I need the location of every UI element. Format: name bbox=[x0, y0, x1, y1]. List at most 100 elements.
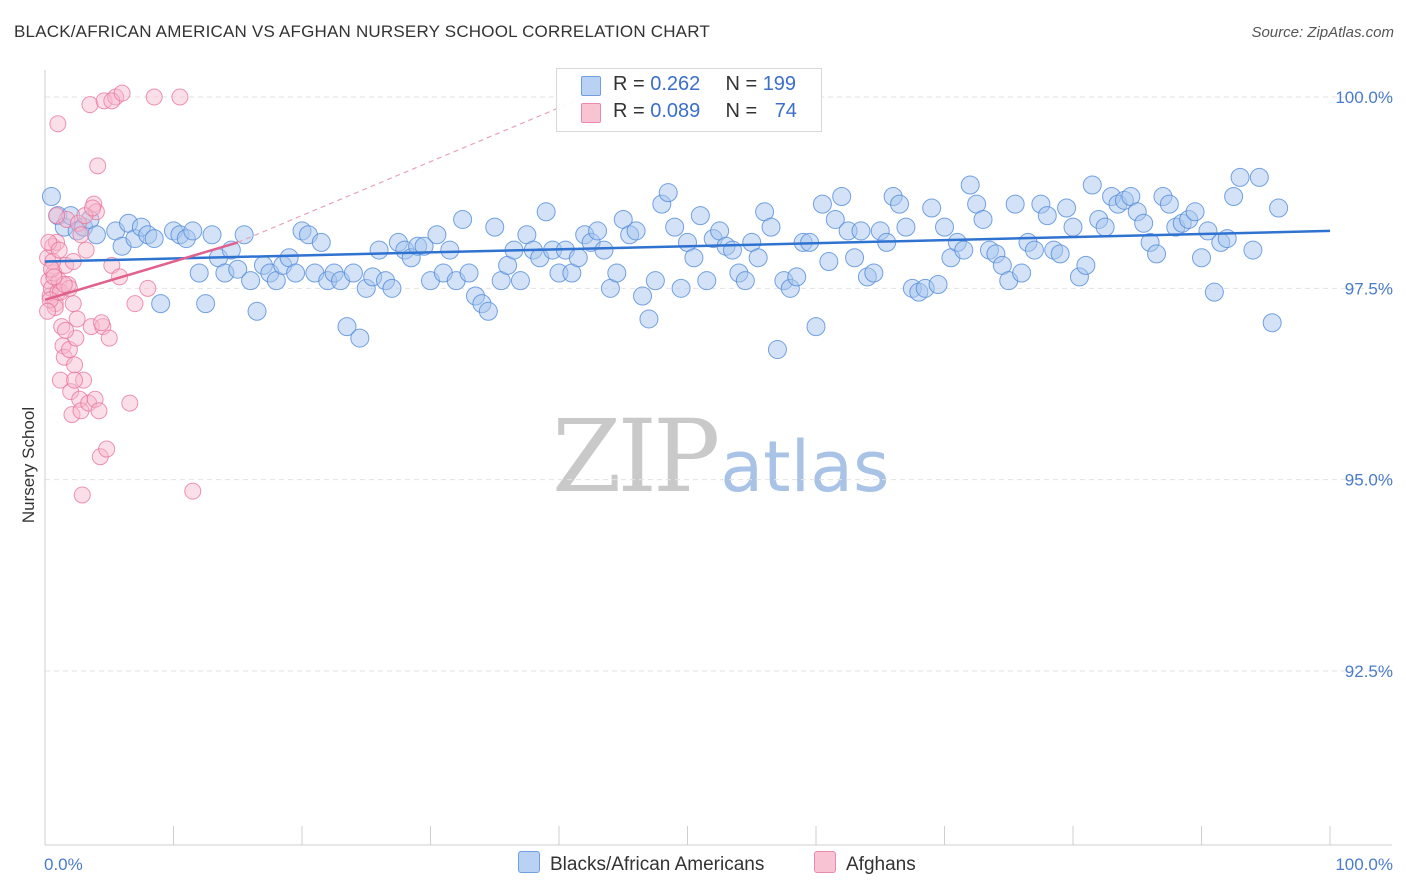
data-point-blacks bbox=[973, 209, 993, 229]
data-point-afghans bbox=[48, 207, 66, 225]
data-point-afghans bbox=[45, 268, 63, 286]
data-point-afghans bbox=[73, 486, 91, 504]
data-point-blacks bbox=[440, 240, 460, 260]
data-point-blacks bbox=[183, 221, 203, 241]
y-tick-label: 95.0% bbox=[1345, 471, 1393, 490]
legend-r-value: 0.089 bbox=[650, 100, 701, 122]
data-point-blacks bbox=[890, 194, 910, 214]
data-point-afghans bbox=[72, 226, 90, 244]
data-point-blacks bbox=[1224, 186, 1244, 206]
data-point-blacks bbox=[825, 209, 845, 229]
data-point-blacks bbox=[510, 271, 530, 291]
data-point-afghans bbox=[98, 440, 116, 458]
source-label: Source: ZipAtlas.com bbox=[1251, 24, 1394, 41]
trend-lines bbox=[44, 96, 1331, 302]
data-point-afghans bbox=[51, 371, 69, 389]
data-point-blacks bbox=[588, 221, 608, 241]
data-point-blacks bbox=[144, 229, 164, 249]
data-point-blacks bbox=[151, 294, 171, 314]
data-point-afghans bbox=[121, 394, 139, 412]
data-point-afghans bbox=[100, 329, 118, 347]
data-point-afghans bbox=[81, 96, 99, 114]
data-point-afghans bbox=[75, 371, 93, 389]
data-point-blacks bbox=[832, 186, 852, 206]
data-point-blacks bbox=[228, 259, 248, 279]
data-point-afghans bbox=[50, 241, 68, 259]
data-point-blacks bbox=[607, 263, 627, 283]
data-point-blacks bbox=[594, 240, 614, 260]
data-point-blacks bbox=[1243, 240, 1263, 260]
data-point-blacks bbox=[478, 301, 498, 321]
data-point-afghans bbox=[145, 88, 163, 106]
data-point-afghans bbox=[89, 157, 107, 175]
data-point-afghans bbox=[39, 302, 57, 320]
data-point-blacks bbox=[761, 217, 781, 237]
data-point-blacks bbox=[189, 263, 209, 283]
data-point-blacks bbox=[41, 186, 61, 206]
data-point-blacks bbox=[241, 271, 261, 291]
data-point-blacks bbox=[954, 240, 974, 260]
series-blacks-points bbox=[41, 167, 1289, 360]
data-point-blacks bbox=[568, 248, 588, 268]
legend-n-value: 199 bbox=[762, 73, 797, 95]
legend-n-label: N = bbox=[725, 100, 763, 122]
data-point-blacks bbox=[1185, 202, 1205, 222]
bottom-legend-swatch-pink bbox=[814, 851, 836, 873]
data-point-blacks bbox=[806, 317, 826, 337]
bottom-legend-label-afghans: Afghans bbox=[846, 854, 916, 875]
data-point-blacks bbox=[665, 217, 685, 237]
data-point-blacks bbox=[1076, 255, 1096, 275]
legend-r-label: R = bbox=[613, 100, 651, 122]
data-point-blacks bbox=[536, 202, 556, 222]
bottom-legend-label-blacks: Blacks/African Americans bbox=[550, 854, 765, 875]
data-point-blacks bbox=[202, 225, 222, 245]
data-point-blacks bbox=[1012, 263, 1032, 283]
trend-line-afghans-extension bbox=[237, 96, 585, 243]
bottom-legend-afghans: Afghans bbox=[814, 851, 916, 876]
axes bbox=[44, 70, 1392, 846]
legend-swatch-blue bbox=[581, 76, 601, 96]
data-point-blacks bbox=[684, 248, 704, 268]
data-point-blacks bbox=[922, 198, 942, 218]
data-point-afghans bbox=[93, 314, 111, 332]
data-point-blacks bbox=[369, 240, 389, 260]
data-point-blacks bbox=[690, 206, 710, 226]
data-point-blacks bbox=[935, 217, 954, 237]
bottom-legend-swatch-blue bbox=[518, 851, 540, 873]
data-point-blacks bbox=[286, 263, 306, 283]
data-point-blacks bbox=[1024, 240, 1044, 260]
legend-r-label: R = bbox=[613, 73, 651, 95]
data-point-afghans bbox=[184, 482, 202, 500]
data-point-blacks bbox=[928, 275, 948, 295]
legend-n-label: N = bbox=[725, 73, 763, 95]
data-point-blacks bbox=[896, 217, 916, 237]
watermark-atlas: atlas bbox=[720, 426, 890, 508]
data-point-blacks bbox=[382, 278, 402, 298]
data-point-afghans bbox=[126, 295, 144, 313]
data-point-blacks bbox=[337, 317, 357, 337]
data-point-blacks bbox=[350, 328, 370, 348]
data-point-blacks bbox=[1005, 194, 1025, 214]
x-tick-label-min: 0.0% bbox=[44, 855, 83, 874]
y-tick-label: 92.5% bbox=[1345, 662, 1393, 681]
data-point-blacks bbox=[86, 225, 106, 245]
data-point-blacks bbox=[671, 278, 691, 298]
data-point-blacks bbox=[819, 252, 839, 272]
data-point-blacks bbox=[851, 221, 871, 241]
tick-labels: 100.0% 97.5% 95.0% 92.5% 0.0% 100.0% bbox=[44, 88, 1393, 874]
data-point-blacks bbox=[633, 286, 653, 306]
data-point-afghans bbox=[77, 241, 95, 259]
data-point-blacks bbox=[343, 263, 363, 283]
data-point-blacks bbox=[311, 232, 331, 252]
correlation-legend: R = 0.262 N = 199 R = 0.089 N = 74 bbox=[556, 68, 822, 132]
data-point-afghans bbox=[113, 84, 131, 102]
data-point-blacks bbox=[196, 294, 216, 314]
data-point-afghans bbox=[64, 295, 82, 313]
data-point-blacks bbox=[1057, 198, 1077, 218]
data-point-blacks bbox=[748, 248, 768, 268]
data-point-blacks bbox=[626, 221, 646, 241]
grid-lines bbox=[45, 96, 1392, 672]
data-point-afghans bbox=[66, 371, 84, 389]
data-point-blacks bbox=[427, 225, 447, 245]
